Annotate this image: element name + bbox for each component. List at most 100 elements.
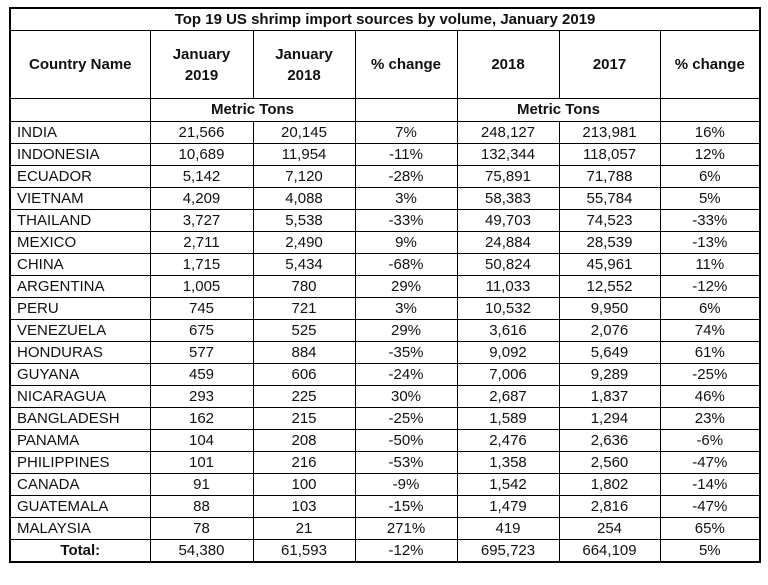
value-cell: -24%: [354, 363, 458, 386]
value-cell: 780: [252, 275, 356, 298]
table-row: INDONESIA 10,689 11,954 -11% 132,344 118,057 1…: [9, 143, 761, 166]
total-value-cell: 695,723: [456, 539, 560, 563]
value-cell: 577: [149, 341, 254, 364]
value-cell: 2,816: [558, 495, 661, 518]
table-title: Top 19 US shrimp import sources by volum…: [9, 7, 761, 31]
value-cell: 271%: [354, 517, 458, 540]
value-cell: 11,033: [456, 275, 560, 298]
value-cell: -13%: [659, 231, 761, 254]
table-row: VENEZUELA 675 525 29% 3,616 2,076 74%: [9, 319, 761, 342]
value-cell: 884: [252, 341, 356, 364]
value-cell: 3,616: [456, 319, 560, 342]
country-cell: GUATEMALA: [9, 495, 151, 518]
value-cell: 23%: [659, 407, 761, 430]
units-label-monthly: Metric Tons: [149, 98, 356, 122]
table-row: GUATEMALA 88 103 -15% 1,479 2,816 -47%: [9, 495, 761, 518]
value-cell: 1,005: [149, 275, 254, 298]
country-cell: PHILIPPINES: [9, 451, 151, 474]
value-cell: 216: [252, 451, 356, 474]
total-value-cell: 5%: [659, 539, 761, 563]
value-cell: 2,490: [252, 231, 356, 254]
value-cell: 78: [149, 517, 254, 540]
table-row: HONDURAS 577 884 -35% 9,092 5,649 61%: [9, 341, 761, 364]
value-cell: 5%: [659, 187, 761, 210]
value-cell: 12,552: [558, 275, 661, 298]
value-cell: 74,523: [558, 209, 661, 232]
value-cell: 9%: [354, 231, 458, 254]
value-cell: 248,127: [456, 121, 560, 144]
table-row: PHILIPPINES 101 216 -53% 1,358 2,560 -47%: [9, 451, 761, 474]
value-cell: 21,566: [149, 121, 254, 144]
value-cell: 1,715: [149, 253, 254, 276]
value-cell: 1,294: [558, 407, 661, 430]
value-cell: -33%: [659, 209, 761, 232]
value-cell: 419: [456, 517, 560, 540]
value-cell: -11%: [354, 143, 458, 166]
value-cell: 5,142: [149, 165, 254, 188]
value-cell: 1,837: [558, 385, 661, 408]
value-cell: -25%: [354, 407, 458, 430]
table-row: CHINA 1,715 5,434 -68% 50,824 45,961 11%: [9, 253, 761, 276]
value-cell: 9,092: [456, 341, 560, 364]
units-empty-cell: [9, 98, 151, 122]
value-cell: 21: [252, 517, 356, 540]
table-row: GUYANA 459 606 -24% 7,006 9,289 -25%: [9, 363, 761, 386]
value-cell: 55,784: [558, 187, 661, 210]
value-cell: 459: [149, 363, 254, 386]
value-cell: -15%: [354, 495, 458, 518]
table-row: CANADA 91 100 -9% 1,542 1,802 -14%: [9, 473, 761, 496]
total-value-cell: 54,380: [149, 539, 254, 563]
country-cell: ECUADOR: [9, 165, 151, 188]
value-cell: 7,120: [252, 165, 356, 188]
value-cell: 2,687: [456, 385, 560, 408]
country-cell: VIETNAM: [9, 187, 151, 210]
units-empty-cell: [354, 98, 458, 122]
value-cell: 11,954: [252, 143, 356, 166]
value-cell: 2,476: [456, 429, 560, 452]
value-cell: -9%: [354, 473, 458, 496]
units-empty-cell: [659, 98, 761, 122]
value-cell: 104: [149, 429, 254, 452]
country-cell: MEXICO: [9, 231, 151, 254]
value-cell: -35%: [354, 341, 458, 364]
value-cell: -33%: [354, 209, 458, 232]
country-cell: PANAMA: [9, 429, 151, 452]
col-header-pct-change-monthly: % change: [354, 30, 458, 99]
table-row: ARGENTINA 1,005 780 29% 11,033 12,552 -12%: [9, 275, 761, 298]
country-cell: PERU: [9, 297, 151, 320]
value-cell: 3%: [354, 297, 458, 320]
country-cell: ARGENTINA: [9, 275, 151, 298]
col-header-country-name: Country Name: [9, 30, 151, 99]
country-cell: NICARAGUA: [9, 385, 151, 408]
table-row: INDIA 21,566 20,145 7% 248,127 213,981 16%: [9, 121, 761, 144]
country-cell: INDONESIA: [9, 143, 151, 166]
country-cell: BANGLADESH: [9, 407, 151, 430]
value-cell: 74%: [659, 319, 761, 342]
table-body: INDIA 21,566 20,145 7% 248,127 213,981 16% INDO…: [9, 121, 761, 540]
value-cell: 5,538: [252, 209, 356, 232]
country-cell: HONDURAS: [9, 341, 151, 364]
value-cell: -28%: [354, 165, 458, 188]
value-cell: 75,891: [456, 165, 560, 188]
country-cell: MALAYSIA: [9, 517, 151, 540]
col-header-january-2018: January 2018: [252, 30, 356, 99]
table-row: MALAYSIA 78 21 271% 419 254 65%: [9, 517, 761, 540]
value-cell: 29%: [354, 319, 458, 342]
value-cell: 1,479: [456, 495, 560, 518]
value-cell: 215: [252, 407, 356, 430]
value-cell: 7%: [354, 121, 458, 144]
table-row: MEXICO 2,711 2,490 9% 24,884 28,539 -13%: [9, 231, 761, 254]
table-row: VIETNAM 4,209 4,088 3% 58,383 55,784 5%: [9, 187, 761, 210]
value-cell: 101: [149, 451, 254, 474]
col-header-2018: 2018: [456, 30, 560, 99]
value-cell: 61%: [659, 341, 761, 364]
country-cell: THAILAND: [9, 209, 151, 232]
value-cell: 2,560: [558, 451, 661, 474]
value-cell: -47%: [659, 495, 761, 518]
total-row: Total: 54,380 61,593 -12% 695,723 664,10…: [9, 539, 761, 563]
value-cell: 525: [252, 319, 356, 342]
total-label: Total:: [9, 539, 151, 563]
value-cell: 10,689: [149, 143, 254, 166]
value-cell: 1,802: [558, 473, 661, 496]
value-cell: -47%: [659, 451, 761, 474]
